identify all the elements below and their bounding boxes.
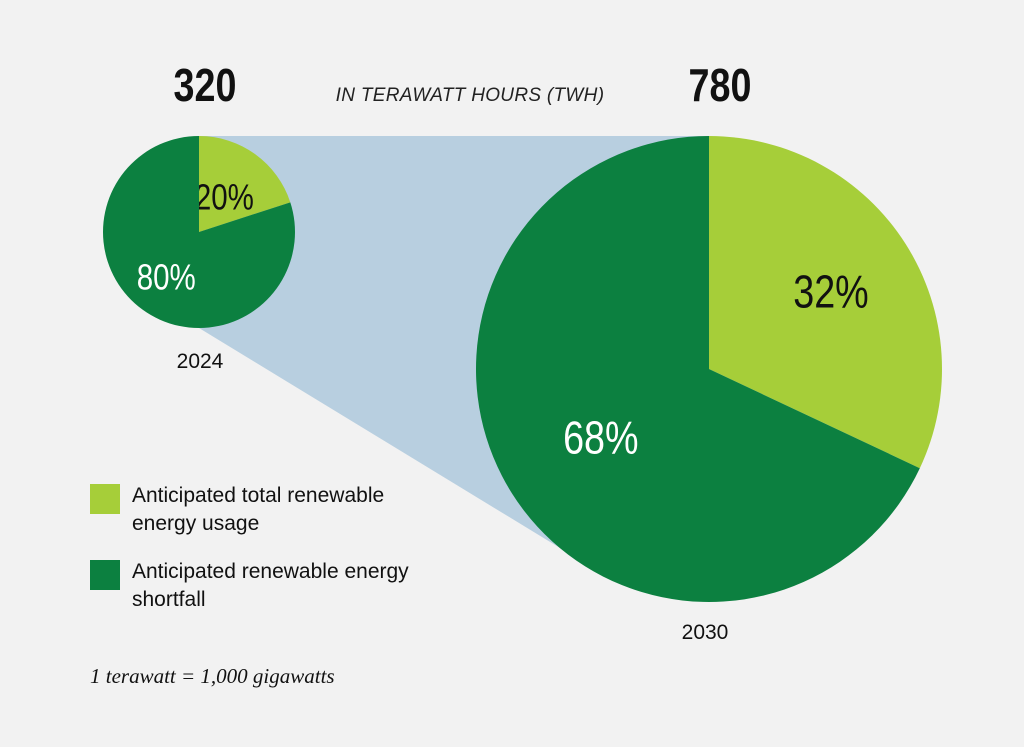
total-2024: 320: [173, 59, 237, 111]
pie-slice-2024-shortfall: [103, 136, 296, 328]
legend-item-shortfall: Anticipated renewable energy shortfall: [90, 558, 432, 614]
legend-label-shortfall: Anticipated renewable energy shortfall: [132, 560, 409, 611]
total-2030: 780: [688, 59, 752, 111]
pie-slice-2024-usage: [199, 136, 291, 232]
pie-label-2024-usage: 20%: [195, 177, 254, 217]
pie-label-2024-shortfall: 80%: [137, 257, 196, 297]
pie-slice-2030-shortfall: [476, 136, 920, 602]
pie-label-2030-usage: 32%: [793, 266, 868, 317]
footnote: 1 terawatt = 1,000 gigawatts: [90, 664, 335, 688]
pie-slice-2030-usage: [709, 136, 942, 469]
unit-label: IN TERAWATT HOURS (TWH): [335, 85, 605, 106]
legend-swatch-usage: [90, 484, 120, 514]
pie-2030: 32% 68%: [476, 136, 942, 602]
pie-2024: 20% 80%: [103, 136, 296, 328]
legend-swatch-shortfall: [90, 560, 120, 590]
legend-item-usage: Anticipated total renewable energy usage: [90, 482, 432, 538]
year-label-2024: 2024: [176, 350, 224, 373]
pie-label-2030-shortfall: 68%: [563, 412, 638, 463]
year-label-2030: 2030: [681, 621, 729, 644]
legend-label-usage: Anticipated total renewable energy usage: [132, 484, 385, 535]
